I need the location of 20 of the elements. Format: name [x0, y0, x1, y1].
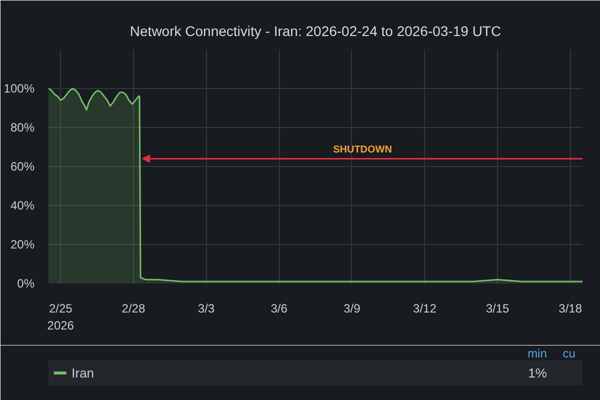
x-tick-label: 3/15: [486, 302, 510, 316]
x-tick-label: 2/28: [122, 302, 146, 316]
y-tick-label: 80%: [10, 120, 35, 134]
y-tick-label: 100%: [4, 82, 35, 96]
x-tick-label: 3/9: [344, 302, 361, 316]
legend-label: Iran: [72, 366, 94, 380]
y-tick-label: 60%: [10, 160, 35, 174]
annotation: SHUTDOWN: [333, 144, 392, 156]
x-tick-label: 3/3: [198, 302, 215, 316]
text: min: [528, 346, 547, 360]
x-tick-label: 3/12: [413, 302, 437, 316]
text: cu: [562, 346, 576, 360]
y-tick-label: 0%: [17, 276, 35, 290]
chart-title: Network Connectivity - Iran: 2026-02-24 to 2026-03-19 UTC: [130, 23, 502, 39]
x-tick-label: 3/18: [558, 302, 582, 316]
x-tick-label: 2/25 2026: [47, 302, 74, 332]
y-tick-label: 40%: [10, 198, 35, 212]
text: 1%: [528, 366, 548, 380]
x-tick-label: 3/6: [270, 302, 288, 316]
y-tick-label: 20%: [10, 238, 35, 252]
